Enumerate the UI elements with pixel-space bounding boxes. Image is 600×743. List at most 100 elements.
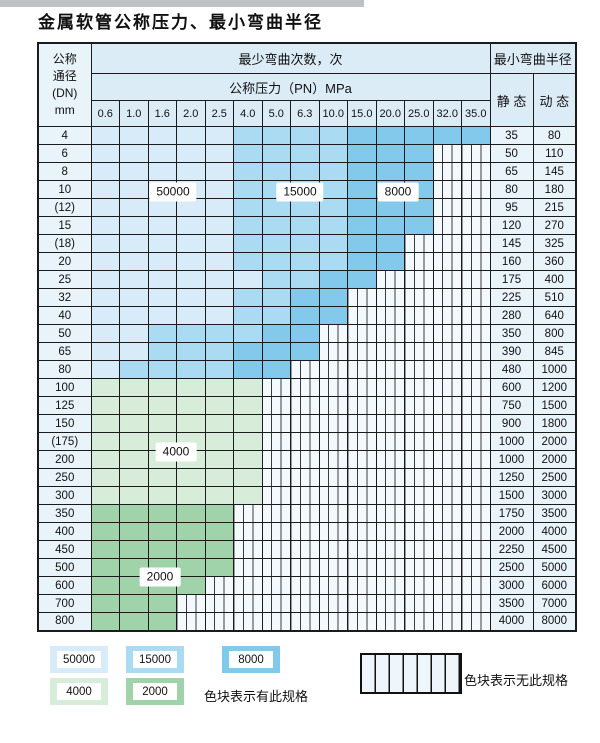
spec-cell — [375, 252, 405, 271]
dynamic-cell: 270 — [532, 216, 577, 235]
no-spec-cell — [461, 216, 491, 235]
no-spec-cell — [375, 504, 405, 523]
pressure-col-header: 1.0 — [119, 100, 149, 127]
no-spec-cell — [375, 414, 405, 433]
spec-cell — [119, 468, 149, 487]
spec-cell — [147, 126, 177, 145]
no-spec-cell — [318, 414, 348, 433]
no-spec-cell — [432, 414, 462, 433]
spec-cell — [432, 126, 462, 145]
no-spec-cell — [404, 306, 434, 325]
no-spec-cell — [233, 522, 263, 541]
spec-cell — [204, 360, 234, 379]
dynamic-cell: 1500 — [532, 396, 577, 415]
spec-cell — [261, 360, 291, 379]
no-spec-cell — [461, 558, 491, 577]
spec-cell — [147, 324, 177, 343]
dynamic-cell: 325 — [532, 234, 577, 253]
spec-cell — [261, 252, 291, 271]
static-cell: 225 — [489, 288, 534, 307]
spec-cell — [90, 162, 120, 181]
spec-cell — [233, 342, 263, 361]
static-cell: 175 — [489, 270, 534, 289]
no-spec-cell — [318, 486, 348, 505]
no-spec-cell — [461, 252, 491, 271]
spec-cell — [233, 468, 263, 487]
spec-cell — [119, 486, 149, 505]
no-spec-cell — [347, 414, 377, 433]
no-spec-cell — [461, 144, 491, 163]
spec-cell — [204, 234, 234, 253]
spec-cell — [119, 180, 149, 199]
dynamic-cell: 510 — [532, 288, 577, 307]
spec-cell — [290, 198, 320, 217]
table-row: 40 280 640 — [37, 306, 577, 325]
static-cell: 600 — [489, 378, 534, 397]
static-cell: 2000 — [489, 522, 534, 541]
spec-cell — [318, 270, 348, 289]
spec-cell — [233, 180, 263, 199]
spec-cell — [404, 216, 434, 235]
spec-cell — [90, 216, 120, 235]
dn-cell: 250 — [37, 468, 92, 487]
spec-cell — [233, 414, 263, 433]
dynamic-cell: 2000 — [532, 450, 577, 469]
static-cell: 2250 — [489, 540, 534, 559]
spec-cell — [290, 270, 320, 289]
spec-cell — [261, 270, 291, 289]
no-spec-cell — [432, 486, 462, 505]
spec-cell — [176, 522, 206, 541]
no-spec-cell — [432, 558, 462, 577]
cycle-count-label: 15000 — [276, 182, 324, 202]
dn-cell: 6 — [37, 144, 92, 163]
no-spec-cell — [318, 450, 348, 469]
spec-cell — [375, 162, 405, 181]
spec-cell — [176, 126, 206, 145]
spec-cell — [204, 126, 234, 145]
dynamic-cell: 360 — [532, 252, 577, 271]
spec-cell — [204, 252, 234, 271]
spec-cell — [176, 468, 206, 487]
table-row: 200 1000 2000 — [37, 450, 577, 469]
pressure-col-header: 2.0 — [176, 100, 206, 127]
no-spec-cell — [375, 342, 405, 361]
spec-cell — [204, 162, 234, 181]
spec-cell — [119, 342, 149, 361]
spec-cell — [119, 270, 149, 289]
table-row: 600 3000 6000 — [37, 576, 577, 595]
no-spec-cell — [461, 576, 491, 595]
dn-cell: 80 — [37, 360, 92, 379]
no-spec-cell — [404, 450, 434, 469]
dynamic-cell: 1000 — [532, 360, 577, 379]
spec-cell — [119, 504, 149, 523]
spec-cell — [261, 342, 291, 361]
dynamic-cell: 4000 — [532, 522, 577, 541]
no-spec-cell — [347, 288, 377, 307]
no-spec-cell — [404, 288, 434, 307]
spec-cell — [147, 288, 177, 307]
no-spec-cell — [290, 360, 320, 379]
dynamic-cell: 3000 — [532, 486, 577, 505]
table-row: 400 2000 4000 — [37, 522, 577, 541]
no-spec-cell — [233, 540, 263, 559]
dn-cell: 4 — [37, 126, 92, 145]
no-spec-cell — [461, 468, 491, 487]
spec-cell — [204, 432, 234, 451]
no-spec-cell — [318, 612, 348, 631]
no-spec-cell — [432, 324, 462, 343]
no-spec-cell — [375, 270, 405, 289]
no-spec-cell — [432, 432, 462, 451]
spec-cell — [147, 540, 177, 559]
spec-cell — [204, 522, 234, 541]
spec-cell — [233, 198, 263, 217]
spec-cell — [90, 450, 120, 469]
dn-cell: 10 — [37, 180, 92, 199]
dynamic-cell: 5000 — [532, 558, 577, 577]
no-spec-cell — [375, 486, 405, 505]
pressure-header: 公称压力（PN）MPa — [90, 73, 491, 101]
legend-swatch: 50000 — [50, 646, 108, 673]
no-spec-cell — [290, 594, 320, 613]
no-spec-cell — [375, 522, 405, 541]
dynamic-cell: 180 — [532, 180, 577, 199]
no-spec-cell — [461, 414, 491, 433]
